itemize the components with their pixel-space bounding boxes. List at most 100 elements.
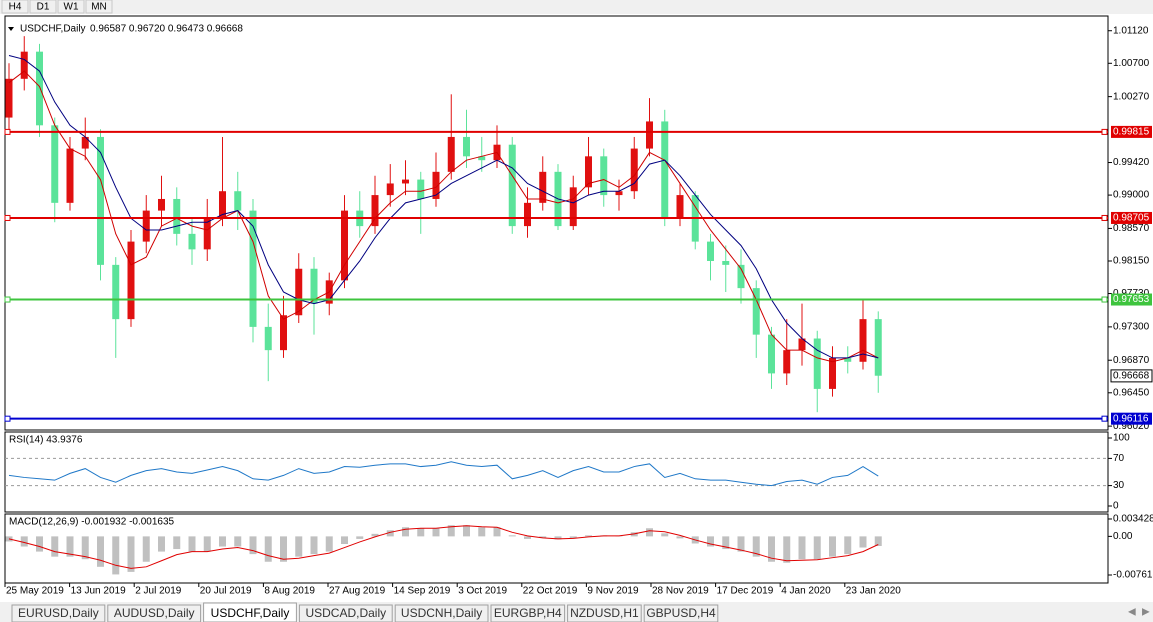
symbol-tab[interactable]	[203, 602, 297, 622]
candle-body	[295, 268, 303, 316]
symbol-tab-label[interactable]: USDCAD,Daily	[305, 606, 386, 620]
symbol-tab[interactable]	[298, 604, 393, 622]
current-price-label: 0.96668	[1113, 371, 1150, 382]
macd-bar	[20, 536, 28, 547]
y-tick-label: 0	[1113, 501, 1119, 512]
candle-body	[264, 326, 272, 351]
macd-bar	[51, 536, 59, 557]
scroll-right[interactable]: ▶	[1142, 607, 1150, 618]
macd-bar	[844, 536, 852, 555]
x-tick-label: 14 Sep 2019	[394, 586, 451, 597]
x-tick-label: 17 Dec 2019	[717, 586, 774, 597]
x-tick-label: 28 Nov 2019	[652, 586, 709, 597]
y-tick-label: 0.96450	[1113, 387, 1150, 398]
macd-bar	[463, 525, 470, 537]
main-panel	[4, 15, 1109, 431]
candle-body	[280, 315, 287, 351]
symbol-tab[interactable]	[394, 604, 489, 622]
macd-bar	[341, 536, 348, 544]
candle-body	[859, 319, 867, 362]
macd-bar	[524, 536, 531, 539]
candle-body	[97, 136, 104, 265]
macd-bar	[66, 536, 74, 557]
symbol-tab-label[interactable]: NZDUSD,H1	[570, 606, 639, 620]
timeframe-label[interactable]: D1	[37, 2, 50, 13]
level-label: 0.97653	[1113, 294, 1150, 305]
symbol-tab[interactable]	[11, 604, 106, 622]
candle-body	[737, 264, 745, 289]
macd-bar	[493, 527, 501, 537]
candle-body	[813, 338, 821, 389]
macd-bar	[478, 527, 486, 537]
y-tick-label: 0.00	[1113, 531, 1133, 542]
collapse-icon	[8, 27, 14, 31]
macd-bar	[508, 535, 516, 537]
y-tick-label: 0.003428	[1113, 514, 1153, 525]
candle-body	[569, 187, 577, 227]
symbol-tab-label[interactable]: AUDUSD,Daily	[114, 606, 195, 620]
timeframe-label[interactable]: MN	[91, 2, 107, 13]
symbol-tab-label[interactable]: USDCNH,Daily	[401, 606, 482, 620]
timeframe-button[interactable]	[57, 0, 85, 14]
candle-body	[752, 288, 760, 335]
level-label-bg	[1111, 293, 1152, 306]
symbol-tab-label[interactable]: GBPUSD,H4	[646, 606, 716, 620]
candle-body	[783, 350, 791, 374]
symbol-tab[interactable]	[643, 604, 719, 622]
level-label-bg	[1111, 125, 1152, 138]
macd-bar	[234, 536, 242, 547]
candle-body	[508, 144, 516, 227]
timeframe-button[interactable]	[85, 0, 113, 14]
y-tick-label: 0.98570	[1113, 223, 1150, 234]
candle-body	[310, 268, 318, 304]
y-tick-label: 70	[1113, 453, 1125, 464]
x-tick-label: 20 Jul 2019	[200, 586, 252, 597]
macd-bar	[539, 536, 547, 538]
macd-bar	[310, 536, 318, 555]
candle-body	[768, 334, 775, 374]
macd-bar	[874, 536, 882, 547]
macd-bar	[798, 536, 806, 560]
candle-body	[188, 233, 196, 250]
candle-body	[127, 241, 135, 320]
x-tick-label: 9 Nov 2019	[587, 586, 639, 597]
macd-bar	[188, 536, 196, 552]
macd-bar	[219, 536, 226, 547]
y-tick-label: 0.96870	[1113, 355, 1150, 366]
level-label: 0.96116	[1113, 413, 1149, 424]
scroll-left[interactable]: ◀	[1128, 607, 1136, 618]
timeframe-button[interactable]	[1, 0, 29, 14]
macd-bar	[829, 536, 836, 557]
timeframe-button[interactable]	[29, 0, 57, 14]
y-tick-label: 1.00700	[1113, 58, 1150, 69]
macd-bar	[722, 536, 730, 550]
symbol-tab[interactable]	[490, 604, 566, 622]
macd-bar	[813, 536, 821, 560]
timeframe-label[interactable]: W1	[64, 2, 79, 13]
candle-body	[371, 195, 379, 227]
candle-body	[676, 195, 684, 219]
macd-bar	[859, 536, 867, 548]
candle-body	[463, 136, 470, 157]
symbol-tab[interactable]	[567, 604, 642, 622]
candle-body	[158, 198, 165, 211]
level-handle	[4, 296, 11, 303]
candle-body	[20, 51, 28, 79]
candle-body	[249, 210, 257, 327]
symbol-tab[interactable]	[107, 604, 202, 622]
y-tick-label: 1.00270	[1113, 91, 1150, 102]
macd-bar	[386, 530, 394, 537]
symbol-tab-label[interactable]: EURUSD,Daily	[18, 606, 99, 620]
current-price-bg	[1110, 369, 1153, 383]
symbol-tab-label[interactable]: EURGBP,H4	[494, 606, 562, 620]
macd-bar	[295, 536, 303, 557]
candle-body	[203, 218, 211, 250]
symbol-tab-label[interactable]: USDCHF,Daily	[211, 606, 290, 620]
macd-bar	[371, 533, 379, 537]
macd-bar	[783, 536, 791, 563]
candle-body	[844, 357, 852, 362]
y-tick-label: 0.96020	[1113, 421, 1150, 432]
macd-bar	[158, 536, 165, 552]
timeframe-label[interactable]: H4	[9, 2, 22, 13]
